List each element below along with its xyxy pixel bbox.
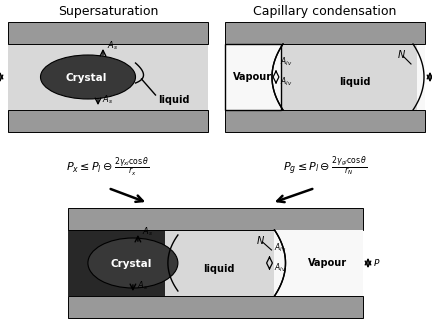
Bar xyxy=(273,230,363,296)
Text: liquid: liquid xyxy=(158,95,190,105)
Ellipse shape xyxy=(88,238,178,288)
Ellipse shape xyxy=(41,55,136,99)
Bar xyxy=(165,230,283,296)
Bar xyxy=(225,44,425,110)
Bar xyxy=(68,230,363,296)
Bar xyxy=(225,110,425,132)
Bar xyxy=(68,230,165,296)
Bar xyxy=(68,296,363,318)
FancyBboxPatch shape xyxy=(225,44,281,110)
Text: liquid: liquid xyxy=(339,77,371,87)
Text: Crystal: Crystal xyxy=(110,259,152,269)
Text: $A_{lv}$: $A_{lv}$ xyxy=(273,242,286,254)
Text: $P$: $P$ xyxy=(373,257,381,269)
Text: Crystal: Crystal xyxy=(65,73,107,83)
Text: $N$: $N$ xyxy=(397,48,406,60)
Text: Capillary condensation: Capillary condensation xyxy=(253,6,397,18)
Text: $A_s$: $A_s$ xyxy=(142,226,153,239)
Text: $A_{lv}$: $A_{lv}$ xyxy=(280,75,292,87)
Bar xyxy=(8,44,208,110)
Text: Vapour: Vapour xyxy=(233,72,273,82)
Text: $A_s$: $A_s$ xyxy=(137,279,148,291)
Bar xyxy=(283,230,363,296)
Text: liquid: liquid xyxy=(203,264,234,274)
Bar xyxy=(225,22,425,44)
Text: $A_{lv}$: $A_{lv}$ xyxy=(280,56,292,69)
Text: $P_x \leq P_l \ominus \frac{2\gamma_{xl}\cos\theta}{r_x}$: $P_x \leq P_l \ominus \frac{2\gamma_{xl}… xyxy=(66,155,150,179)
Text: $A_s$: $A_s$ xyxy=(102,93,113,106)
Text: $A_s$: $A_s$ xyxy=(107,40,118,52)
Bar xyxy=(8,22,208,44)
Text: Supersaturation: Supersaturation xyxy=(58,6,158,18)
Text: Vapour: Vapour xyxy=(308,258,347,268)
Text: $A_{lv}$: $A_{lv}$ xyxy=(273,261,286,274)
Bar xyxy=(281,44,417,110)
Text: $P_g \leq P_l \ominus \frac{2\gamma_{gl}\cos\theta}{r_N}$: $P_g \leq P_l \ominus \frac{2\gamma_{gl}… xyxy=(283,155,367,179)
Text: $N$: $N$ xyxy=(257,234,266,246)
Bar xyxy=(68,208,363,230)
Bar xyxy=(8,110,208,132)
